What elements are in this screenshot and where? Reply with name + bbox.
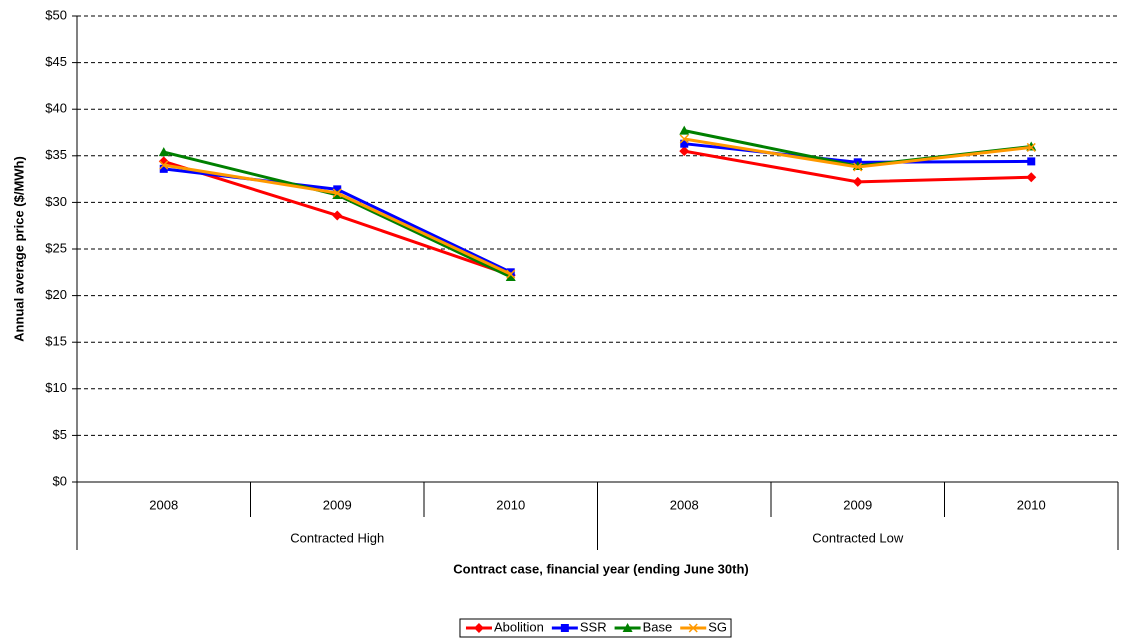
legend-label: SG (708, 619, 727, 634)
data-point (505, 271, 516, 281)
legend-marker (560, 624, 569, 632)
y-tick-label: $5 (53, 427, 67, 442)
y-tick-label: $45 (45, 54, 67, 69)
x-axis-title: Contract case, financial year (ending Ju… (453, 561, 748, 576)
data-point (679, 146, 690, 157)
data-point (679, 134, 689, 144)
data-point (853, 162, 863, 172)
x-tick-label: 2009 (843, 497, 872, 512)
data-point (680, 139, 689, 148)
legend-label: SSR (580, 619, 607, 634)
legend-label: Base (643, 619, 673, 634)
data-point (679, 125, 690, 135)
data-point (332, 210, 343, 221)
data-point (1026, 172, 1037, 183)
group-label: Contracted Low (812, 530, 904, 545)
y-axis-title: Annual average price ($/MWh) (11, 156, 26, 342)
legend-marker (473, 623, 484, 633)
y-tick-label: $50 (45, 7, 67, 22)
legend-item: SSR (551, 619, 607, 634)
data-point (506, 269, 516, 279)
y-tick-label: $20 (45, 287, 67, 302)
legend-item: SG (680, 619, 727, 634)
data-point (1027, 157, 1036, 166)
x-tick-label: 2010 (496, 497, 525, 512)
data-point (1026, 142, 1036, 152)
data-point (332, 188, 342, 198)
x-tick-label: 2010 (1017, 497, 1046, 512)
legend-item: Abolition (465, 619, 544, 634)
y-tick-label: $25 (45, 240, 67, 255)
data-point (158, 156, 169, 167)
y-tick-label: $0 (53, 473, 67, 488)
y-tick-label: $35 (45, 147, 67, 162)
data-point (852, 176, 863, 187)
data-point (333, 185, 342, 194)
y-tick-label: $30 (45, 194, 67, 209)
group-label: Contracted High (290, 530, 384, 545)
legend-label: Abolition (494, 619, 544, 634)
data-point (158, 147, 169, 157)
y-tick-label: $10 (45, 380, 67, 395)
x-tick-label: 2009 (323, 497, 352, 512)
legend-marker (622, 623, 633, 632)
legend: Abolition SSR Base SG (459, 618, 732, 638)
legend-marker (688, 623, 698, 633)
data-point (159, 160, 169, 170)
legend-item: Base (614, 619, 673, 634)
x-tick-label: 2008 (149, 497, 178, 512)
y-tick-label: $15 (45, 334, 67, 349)
data-point (159, 164, 168, 173)
y-tick-label: $40 (45, 101, 67, 116)
legend-box (459, 618, 732, 638)
x-tick-label: 2008 (670, 497, 699, 512)
